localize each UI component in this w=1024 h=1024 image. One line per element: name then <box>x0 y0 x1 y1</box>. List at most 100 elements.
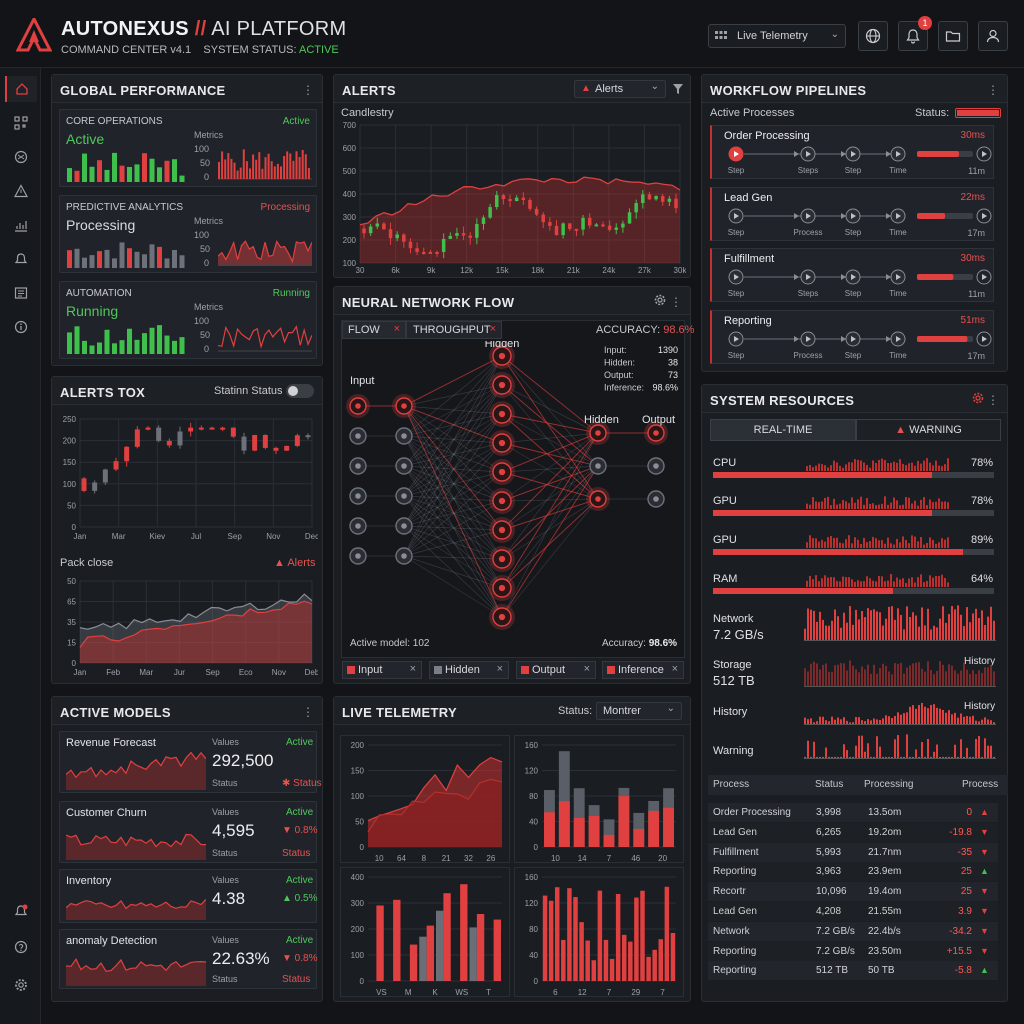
model-card[interactable]: Customer Churn Values Active 4,595 ▼ 0.8% Sta… <box>59 801 317 863</box>
more-icon[interactable]: ⋮ <box>302 705 314 719</box>
table-row[interactable] <box>708 941 998 961</box>
table-row[interactable] <box>708 921 998 941</box>
perf-card-predictive[interactable]: PREDICTIVE ANALYTICS Processing Processi… <box>59 195 317 273</box>
history-tag[interactable]: History <box>964 701 996 712</box>
connection <box>501 432 599 502</box>
spark-bar <box>872 460 874 471</box>
spark-bar <box>909 616 911 641</box>
notifications-button[interactable]: 1 <box>898 16 932 51</box>
sidebar-item-network[interactable] <box>8 144 34 170</box>
perf-card-automation[interactable]: AUTOMATION Running Running Metrics 100 5… <box>59 281 317 359</box>
tab-real-time[interactable]: REAL-TIME <box>710 419 856 441</box>
pipeline-row[interactable]: Reporting 51ms 17m Step Process Step Time <box>710 309 994 364</box>
gear-icon[interactable] <box>972 392 984 404</box>
table-row[interactable] <box>708 842 998 862</box>
bar <box>664 886 670 981</box>
bar <box>646 956 651 981</box>
sub-chart-alert[interactable]: ▲ Alerts <box>274 557 316 569</box>
table-row[interactable] <box>708 862 998 882</box>
model-card[interactable]: anomaly Detection Values Active 22.63% ▼ 0.8… <box>59 929 317 989</box>
spark-bar <box>884 496 886 509</box>
spark-bar <box>819 716 821 725</box>
gear-icon[interactable] <box>654 294 666 306</box>
model-card[interactable]: Revenue Forecast Values Active 292,500 Statu… <box>59 731 322 793</box>
neuron-core <box>401 433 407 439</box>
sidebar-item-alerts-bottom[interactable] <box>8 898 34 924</box>
y-tick: 200 <box>63 437 77 446</box>
status-toggle[interactable] <box>286 384 314 398</box>
table-header-cell[interactable]: Status <box>815 779 844 790</box>
sidebar-item-settings[interactable] <box>8 972 34 998</box>
more-icon[interactable]: ⋮ <box>302 83 314 97</box>
arrow-down-icon: ▼ <box>980 925 989 936</box>
telemetry-status-select[interactable]: Montrer ⌄ <box>596 702 682 720</box>
view-select[interactable]: Live Telemetry ⌄ <box>708 24 846 48</box>
bar <box>542 895 548 981</box>
connection <box>403 435 503 473</box>
y-tick: 15 <box>67 639 76 648</box>
table-row[interactable] <box>708 822 998 842</box>
table-row[interactable] <box>708 961 998 981</box>
more-icon[interactable]: ⋮ <box>670 295 682 309</box>
alerts-filter-select[interactable]: ▲ Alerts ⌄ <box>574 80 666 98</box>
tab-warning[interactable]: ▲ WARNING <box>856 419 1001 441</box>
spark-bar <box>848 535 850 548</box>
more-icon[interactable]: ⋮ <box>987 393 999 407</box>
more-icon[interactable]: ⋮ <box>987 83 999 97</box>
table-cell: 50 TB <box>868 965 895 977</box>
pipeline-steps: Step Process Step Time <box>728 331 992 360</box>
storage-history-tag[interactable]: History <box>964 656 996 667</box>
connection <box>403 465 503 502</box>
sidebar-item-info[interactable] <box>8 314 34 340</box>
pipeline-row[interactable]: Fulfillment 30ms 11m Step Steps Step Time <box>710 248 994 302</box>
legend-chip-output[interactable]: Output × <box>516 661 596 679</box>
close-icon[interactable]: × <box>583 663 590 675</box>
pipeline-duration: 17m <box>967 227 985 238</box>
network-spark-chart <box>804 605 996 641</box>
spark-bar <box>924 671 926 687</box>
tab-throughput[interactable]: THROUGHPUT × <box>406 321 502 339</box>
close-icon[interactable]: × <box>671 663 678 675</box>
model-card[interactable]: Inventory Values Active 4.38 ▲ 0.5% <box>59 869 317 923</box>
legend-chip-input[interactable]: Input × <box>342 661 422 679</box>
user-button[interactable] <box>978 21 1008 51</box>
spark-bar <box>888 606 890 641</box>
close-icon[interactable]: × <box>496 663 503 675</box>
sidebar-item-help[interactable] <box>8 934 34 960</box>
legend-chip-inference[interactable]: Inference × <box>602 661 684 679</box>
grid-icon <box>715 31 727 39</box>
globe-button[interactable] <box>858 21 888 51</box>
sidebar-item-alerts[interactable] <box>8 178 34 204</box>
filter-icon[interactable] <box>672 83 684 95</box>
table-header-cell[interactable]: Process <box>713 779 750 790</box>
close-icon[interactable]: × <box>393 323 400 335</box>
telemetry-area-chart: 200 150 100 50 0 10 64 8 21 32 26 <box>340 735 510 863</box>
values-label: Values <box>212 737 239 747</box>
spark-bar <box>981 610 983 641</box>
sidebar-item-home[interactable] <box>5 76 37 102</box>
table-header-cell[interactable]: Processing <box>864 779 914 790</box>
tab-flow[interactable]: FLOW × <box>342 321 406 339</box>
folder-button[interactable] <box>938 21 968 51</box>
sidebar-item-analytics[interactable] <box>8 212 34 238</box>
spark-bar <box>842 543 844 548</box>
neuron-core <box>355 523 361 529</box>
table-row[interactable] <box>708 803 998 822</box>
spark-bar <box>840 663 842 687</box>
x-tick: Sep <box>228 532 243 541</box>
table-row[interactable] <box>708 882 998 902</box>
help-icon <box>14 940 28 954</box>
pipeline-row[interactable]: Lead Gen 22ms 17m Step Process Step Time <box>710 186 994 241</box>
close-icon[interactable]: × <box>409 663 416 675</box>
table-row[interactable] <box>708 902 998 921</box>
sidebar-item-notifications[interactable] <box>8 246 34 272</box>
tick: 100 <box>194 230 210 240</box>
legend-chip-hidden[interactable]: Hidden × <box>429 661 509 679</box>
pipeline-row[interactable]: Order Processing 30ms 11m Step Steps Step Time <box>710 125 994 179</box>
close-icon[interactable]: × <box>489 323 496 335</box>
sidebar-item-reports[interactable] <box>8 280 34 306</box>
spark-bar <box>816 663 818 687</box>
table-header-cell[interactable]: Process <box>962 779 999 790</box>
sidebar-item-qr[interactable] <box>8 110 34 136</box>
perf-card-core[interactable]: CORE OPERATIONS Active Active Metrics 10… <box>59 109 317 187</box>
